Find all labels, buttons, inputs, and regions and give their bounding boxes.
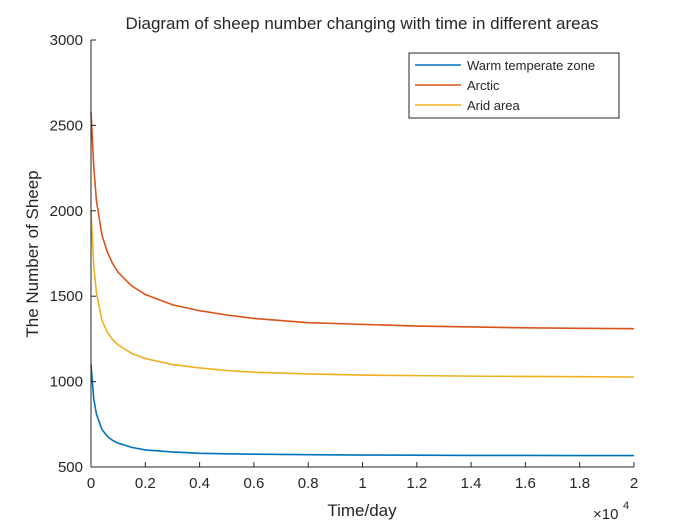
legend-label-2: Arid area [467, 98, 521, 113]
x-tick-label: 0.6 [243, 475, 264, 492]
legend: Warm temperate zone Arctic Arid area [408, 52, 620, 119]
x-tick-label: 1 [358, 475, 366, 492]
plot-area [90, 111, 635, 457]
y-tick-label: 3000 [50, 32, 83, 49]
y-tick-label: 2500 [50, 117, 83, 134]
x-tick-label: 0.4 [189, 475, 210, 492]
series-line-2 [90, 210, 635, 378]
y-tick-label: 2000 [50, 203, 83, 220]
x-tick-label: 1.2 [406, 475, 427, 492]
y-tick-label: 1000 [50, 374, 83, 391]
legend-label-0: Warm temperate zone [467, 58, 595, 73]
axes: 0 0.2 0.4 0.6 0.8 1 1.2 1.4 1.6 1.8 25001000150020… [50, 32, 639, 492]
series-line-0 [90, 364, 634, 457]
x-axis-label: Time/day [327, 501, 397, 520]
x-tick-label: 0.2 [135, 475, 156, 492]
y-tick-label: 500 [58, 459, 83, 476]
x-tick-label: 0.8 [298, 475, 319, 492]
x-exponent-base: ×10 [593, 506, 618, 523]
x-tick-label: 1.4 [461, 475, 482, 492]
x-tick-label: 1.6 [515, 475, 536, 492]
x-tick-label: 0 [87, 475, 95, 492]
chart-title: Diagram of sheep number changing with ti… [125, 14, 598, 33]
legend-label-1: Arctic [467, 78, 500, 93]
x-tick-label: 1.8 [569, 475, 590, 492]
x-axis-exponent: ×10 4 [593, 500, 629, 523]
x-tick-label: 2 [630, 475, 638, 492]
series-line-1 [90, 111, 635, 330]
y-axis-label: The Number of Sheep [23, 170, 42, 337]
y-tick-label: 1500 [50, 288, 83, 305]
x-exponent-power: 4 [623, 500, 629, 512]
